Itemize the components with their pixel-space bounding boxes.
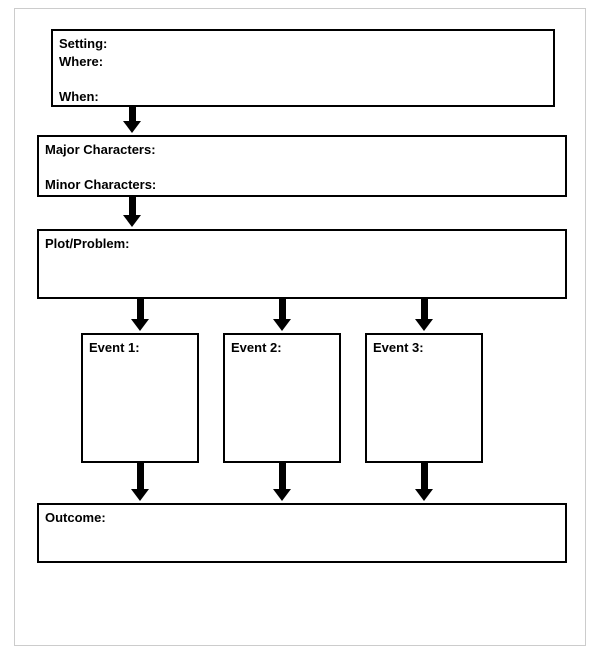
arrow-down-icon xyxy=(275,463,289,501)
box-label-line: Event 2: xyxy=(231,339,333,357)
box-label-line: Event 1: xyxy=(89,339,191,357)
box-label-line xyxy=(45,159,559,177)
arrow-down-icon xyxy=(125,197,139,227)
box-label-line: Where: xyxy=(59,53,547,71)
box-label-line: Plot/Problem: xyxy=(45,235,559,253)
arrow-down-icon xyxy=(125,107,139,133)
box-label-line: Minor Characters: xyxy=(45,176,559,194)
arrow-down-icon xyxy=(417,463,431,501)
box-setting: Setting:Where: When: xyxy=(51,29,555,107)
box-characters: Major Characters: Minor Characters: xyxy=(37,135,567,197)
box-outcome: Outcome: xyxy=(37,503,567,563)
box-label-line: Outcome: xyxy=(45,509,559,527)
arrow-down-icon xyxy=(133,299,147,331)
box-label-line: Setting: xyxy=(59,35,547,53)
box-event3: Event 3: xyxy=(365,333,483,463)
box-plot: Plot/Problem: xyxy=(37,229,567,299)
arrow-down-icon xyxy=(275,299,289,331)
box-event1: Event 1: xyxy=(81,333,199,463)
box-label-line: Event 3: xyxy=(373,339,475,357)
worksheet-page: Setting:Where: When: Major Characters: M… xyxy=(14,8,586,646)
box-label-line: When: xyxy=(59,88,547,106)
box-label-line: Major Characters: xyxy=(45,141,559,159)
box-label-line xyxy=(59,70,547,88)
arrow-down-icon xyxy=(133,463,147,501)
arrow-down-icon xyxy=(417,299,431,331)
box-event2: Event 2: xyxy=(223,333,341,463)
